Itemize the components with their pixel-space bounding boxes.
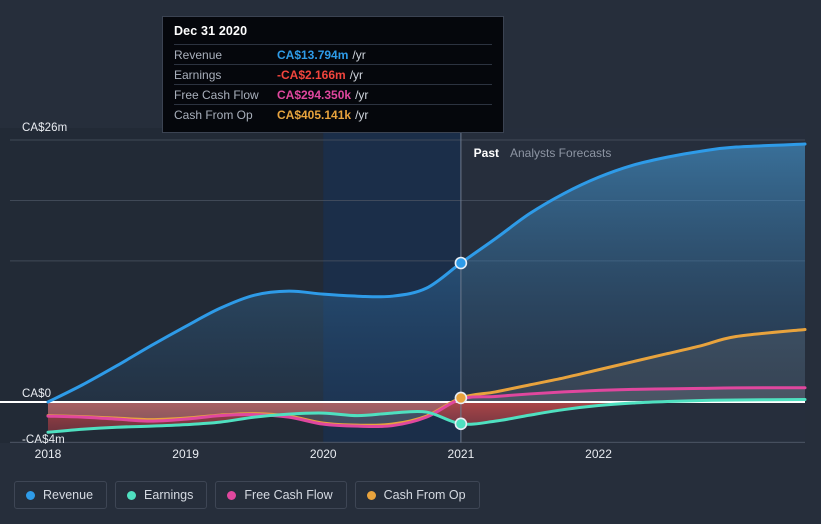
tooltip-row: Free Cash Flow CA$294.350k/yr: [174, 84, 492, 104]
legend-dot-icon: [227, 490, 237, 500]
x-axis-label-2019: 2019: [172, 447, 199, 461]
tooltip-metric-label: Earnings: [174, 68, 222, 82]
x-axis-label-2021: 2021: [447, 447, 475, 461]
legend-dot-icon: [127, 490, 137, 500]
tooltip-row: Revenue CA$13.794m/yr: [174, 44, 492, 64]
legend-item-revenue[interactable]: Revenue: [14, 481, 108, 509]
legend-dot-icon: [366, 490, 376, 500]
earnings-negative-area: [48, 399, 805, 433]
legend-label: Earnings: [144, 488, 194, 502]
tooltip-row: Cash From Op CA$405.141k/yr: [174, 104, 492, 124]
tooltip-rows: Revenue CA$13.794m/yr Earnings -CA$2.166m/y…: [174, 44, 492, 124]
legend-item-free-cash-flow[interactable]: Free Cash Flow: [215, 481, 347, 509]
tooltip-metric-unit: /yr: [352, 48, 366, 62]
revenue-area: [48, 144, 805, 402]
tooltip-metric-label: Cash From Op: [174, 108, 253, 122]
earnings-line: [46, 397, 807, 434]
tooltip-metric-unit: /yr: [355, 108, 369, 122]
earnings-marker: [454, 417, 468, 431]
tooltip-metric-value: CA$294.350k: [277, 88, 352, 102]
legend-label: Free Cash Flow: [244, 488, 333, 502]
analysts-forecasts-label: Analysts Forecasts: [510, 146, 612, 160]
legend-label: Cash From Op: [383, 488, 466, 502]
free-cash-flow-area: [48, 387, 805, 427]
legend-dot-icon: [26, 490, 35, 500]
tooltip-metric-label: Free Cash Flow: [174, 88, 259, 102]
chart-svg: [0, 128, 821, 443]
past-label: Past: [473, 146, 499, 160]
x-axis-label-2020: 2020: [309, 447, 337, 461]
tooltip-metric-value: CA$405.141k: [277, 108, 352, 122]
y-axis-label-top: CA$26m: [22, 122, 68, 134]
y-axis-label-zero: CA$0: [22, 388, 52, 400]
data-tooltip: Dec 31 2020 Revenue CA$13.794m/yr Earnings…: [162, 16, 504, 133]
tooltip-metric-label: Revenue: [174, 48, 223, 62]
legend-item-earnings[interactable]: Earnings: [115, 481, 208, 509]
tooltip-metric-unit: /yr: [349, 68, 364, 82]
revenue-line: [46, 142, 807, 404]
revenue-marker: [454, 256, 468, 270]
legend-label: Revenue: [43, 488, 94, 502]
free-cash-flow-line: [46, 386, 807, 429]
tooltip-date: Dec 31 2020: [174, 24, 248, 38]
chart-plot-area: [0, 128, 821, 443]
tooltip-metric-value: -CA$2.166m: [277, 68, 346, 82]
chart-legend: Revenue Earnings Free Cash Flow Cash From O…: [14, 481, 480, 509]
tooltip-metric-value: CA$13.794m: [277, 48, 349, 62]
y-axis-label-bottom: -CA$4m: [22, 434, 65, 447]
x-axis-label-2018: 2018: [34, 447, 62, 461]
legend-item-cash-from-op[interactable]: Cash From Op: [354, 481, 480, 509]
tooltip-metric-unit: /yr: [355, 88, 369, 102]
tooltip-row: Earnings -CA$2.166m/yr: [174, 64, 492, 84]
cash-from-op-marker: [454, 391, 468, 405]
x-axis-label-2022: 2022: [585, 447, 612, 461]
